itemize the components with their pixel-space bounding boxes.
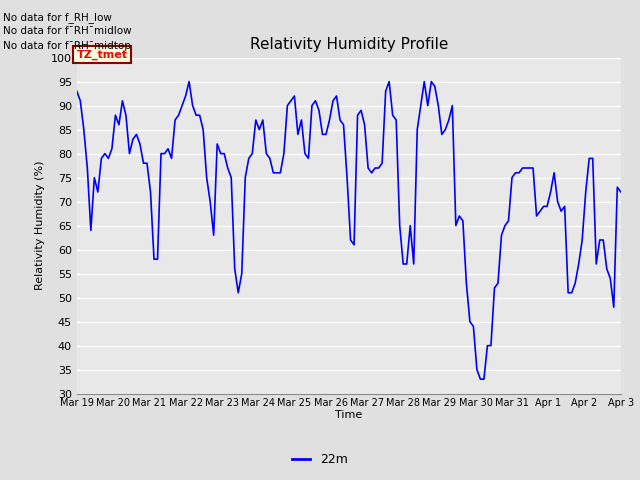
Text: No data for f_RH_low: No data for f_RH_low bbox=[3, 12, 112, 23]
Legend: 22m: 22m bbox=[287, 448, 353, 471]
Y-axis label: Relativity Humidity (%): Relativity Humidity (%) bbox=[35, 161, 45, 290]
Text: No data for f¯RH¯midlow: No data for f¯RH¯midlow bbox=[3, 26, 132, 36]
Title: Relativity Humidity Profile: Relativity Humidity Profile bbox=[250, 37, 448, 52]
X-axis label: Time: Time bbox=[335, 410, 362, 420]
Text: No data for f¯RH¯midtop: No data for f¯RH¯midtop bbox=[3, 41, 131, 51]
Text: TZ_tmet: TZ_tmet bbox=[77, 49, 128, 60]
